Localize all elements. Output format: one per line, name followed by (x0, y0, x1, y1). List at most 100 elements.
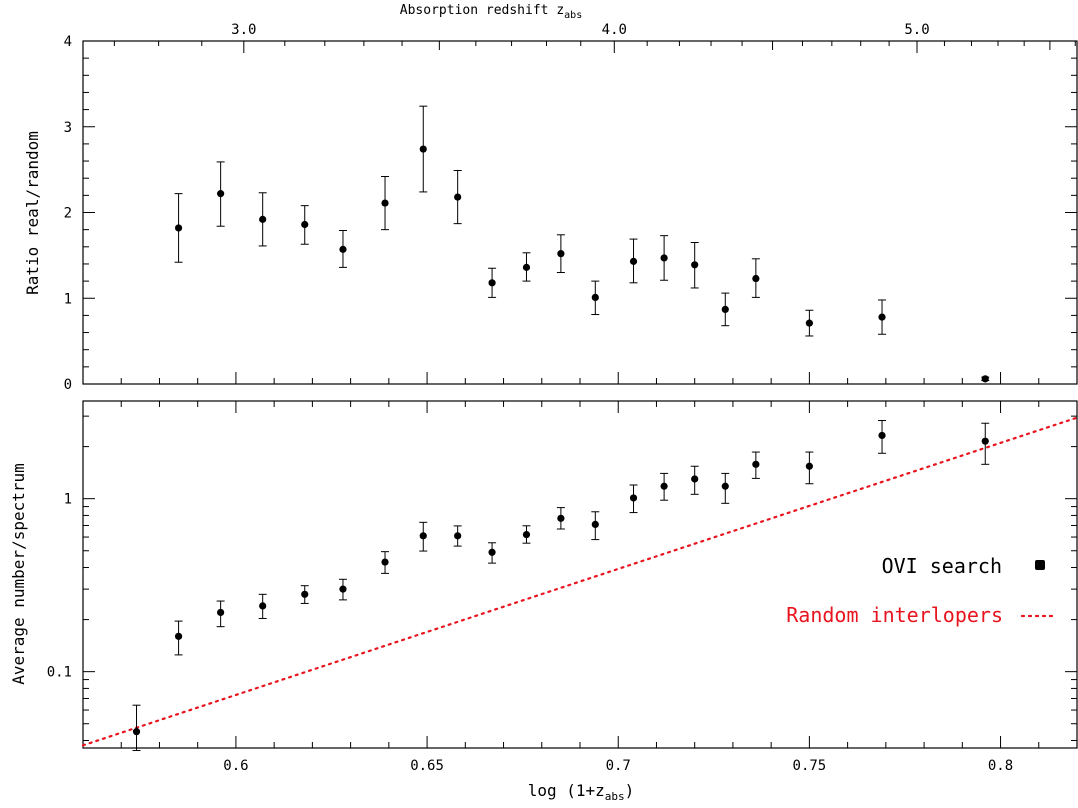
average-data-point (629, 484, 638, 514)
average-data-point (488, 542, 497, 564)
ratio-marker (591, 293, 599, 301)
average-marker (454, 532, 462, 540)
top-axis-label-sub: abs (564, 10, 582, 21)
ratio-y-tick-label: 2 (64, 206, 72, 222)
ratio-data-point (419, 105, 428, 193)
ratio-data-point (216, 161, 225, 227)
ratio-marker (488, 279, 496, 287)
x-tick-label: 0.8 (988, 758, 1013, 774)
ratio-marker (981, 375, 989, 383)
ratio-data-point (591, 280, 600, 316)
average-marker (381, 558, 389, 566)
ratio-data-point (878, 299, 887, 335)
ratio-panel-ticks: 0 1 2 3 4 (64, 34, 1078, 393)
ratio-y-tick-label: 0 (64, 377, 72, 393)
ratio-marker (454, 193, 462, 201)
top-axis-label-main: Absorption redshift z (400, 3, 564, 18)
top-axis-ticks: 3.0 4.0 5.0 (113, 22, 1076, 53)
average-marker (419, 532, 427, 540)
ratio-data-point (174, 193, 183, 263)
ratio-data-point (721, 292, 730, 327)
x-tick-label: 0.65 (410, 758, 444, 774)
average-data-point (690, 465, 699, 495)
average-marker (132, 728, 141, 736)
x-axis-label-sub: abs (605, 790, 625, 803)
average-data-point (660, 472, 669, 501)
average-data-point (721, 472, 730, 504)
average-ylabel: Average number/spectrum (9, 463, 28, 685)
ratio-data-point (258, 192, 267, 247)
average-marker (217, 608, 225, 617)
ratio-marker (301, 220, 309, 229)
ratio-data-point (805, 309, 814, 337)
ratio-data-point (629, 238, 638, 284)
average-data-point (556, 507, 565, 530)
average-marker (557, 514, 565, 522)
ratio-marker (557, 250, 565, 258)
average-data-point (453, 525, 462, 547)
ratio-data-point (981, 375, 990, 383)
ratio-marker (805, 319, 813, 327)
average-panel-ticks: 0.6 0.65 0.7 0.75 0.8 0.1 1 (47, 401, 1078, 774)
average-data-point (981, 422, 990, 465)
ratio-data-point (338, 230, 347, 268)
average-marker (805, 462, 813, 470)
ratio-marker (752, 274, 760, 283)
ratio-panel: 0 1 2 3 4 Ratio real/random (23, 34, 1078, 393)
ratio-y-tick-label: 3 (64, 120, 72, 136)
ratio-data-point (381, 175, 390, 231)
average-panel: 0.6 0.65 0.7 0.75 0.8 0.1 1 Average number/spe… (9, 400, 1078, 774)
average-data-point (522, 525, 531, 544)
average-marker (691, 475, 699, 483)
ratio-y-tick-label: 4 (64, 34, 72, 50)
average-marker (660, 482, 668, 490)
average-marker (339, 585, 347, 593)
average-data-point (338, 578, 347, 601)
ratio-marker (721, 305, 729, 313)
ratio-y-tick-label: 1 (64, 291, 72, 307)
random-interlopers-line (81, 416, 1078, 747)
x-tick-label: 0.75 (793, 758, 827, 774)
ratio-marker (878, 313, 886, 321)
average-data-point (381, 551, 390, 574)
ratio-data-point (453, 169, 462, 225)
ratio-marker (660, 254, 668, 262)
ratio-points (174, 105, 990, 383)
average-data-point (591, 511, 600, 541)
average-data-point (132, 704, 141, 752)
average-marker (174, 632, 183, 640)
top-axis-label: Absorption redshift zabs (400, 3, 582, 21)
average-y-tick-label: 0.1 (47, 665, 72, 681)
average-marker (301, 590, 309, 598)
average-marker (878, 431, 886, 440)
legend-ovi-label: OVI search (882, 554, 1002, 578)
ratio-marker (259, 215, 267, 223)
average-marker (522, 530, 531, 539)
average-points (132, 420, 990, 752)
average-marker (721, 482, 729, 490)
average-marker (981, 437, 989, 445)
average-data-point (805, 451, 814, 485)
ratio-panel-frame (82, 40, 1078, 385)
ratio-marker (522, 263, 531, 271)
ratio-marker (381, 199, 389, 207)
x-tick-label: 0.7 (606, 758, 631, 774)
ratio-data-point (300, 205, 309, 245)
average-marker (259, 602, 267, 610)
top-axis-tick-label: 5.0 (904, 22, 929, 38)
x-axis-label-main: log (1+z (528, 781, 605, 800)
legend-random-label: Random interlopers (786, 603, 1003, 627)
average-data-point (258, 593, 267, 619)
x-tick-label: 0.6 (223, 758, 248, 774)
average-data-point (174, 620, 183, 656)
average-marker (752, 460, 760, 468)
average-data-point (751, 451, 760, 479)
legend: OVI search Random interlopers (786, 554, 1057, 627)
average-data-point (419, 521, 428, 552)
ratio-marker (217, 190, 225, 198)
average-data-point (216, 600, 225, 628)
top-axis-tick-label: 4.0 (602, 22, 627, 38)
top-axis-tick-label: 3.0 (231, 22, 256, 38)
average-data-point (300, 585, 309, 604)
